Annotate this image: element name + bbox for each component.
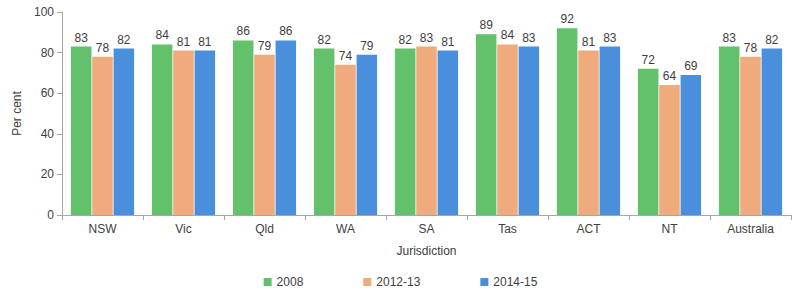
svg-text:82: 82: [765, 33, 779, 47]
svg-text:74: 74: [339, 49, 353, 63]
svg-text:83: 83: [603, 31, 617, 45]
svg-text:86: 86: [236, 24, 250, 38]
svg-text:100: 100: [34, 5, 54, 19]
svg-text:NT: NT: [662, 222, 679, 236]
svg-text:2008: 2008: [277, 275, 304, 289]
svg-text:84: 84: [501, 28, 515, 42]
svg-text:84: 84: [155, 28, 169, 42]
svg-text:Tas: Tas: [498, 222, 517, 236]
svg-text:78: 78: [96, 41, 110, 55]
svg-text:82: 82: [398, 33, 412, 47]
svg-text:83: 83: [420, 31, 434, 45]
svg-text:79: 79: [360, 39, 374, 53]
svg-text:78: 78: [744, 41, 758, 55]
svg-text:86: 86: [279, 24, 293, 38]
svg-text:82: 82: [317, 33, 331, 47]
svg-text:83: 83: [722, 31, 736, 45]
svg-text:69: 69: [684, 59, 698, 73]
svg-text:89: 89: [479, 18, 493, 32]
svg-text:64: 64: [663, 69, 677, 83]
svg-text:81: 81: [582, 35, 596, 49]
svg-text:2012-13: 2012-13: [376, 275, 420, 289]
svg-text:20: 20: [41, 167, 55, 181]
svg-text:81: 81: [441, 35, 455, 49]
svg-text:40: 40: [41, 127, 55, 141]
svg-text:Per cent: Per cent: [10, 90, 24, 135]
svg-text:80: 80: [41, 46, 55, 60]
svg-text:Jurisdiction: Jurisdiction: [396, 244, 456, 258]
svg-text:WA: WA: [336, 222, 355, 236]
svg-text:83: 83: [522, 31, 536, 45]
svg-text:72: 72: [641, 53, 655, 67]
svg-text:60: 60: [41, 86, 55, 100]
svg-text:Vic: Vic: [175, 222, 191, 236]
svg-text:SA: SA: [418, 222, 434, 236]
svg-text:NSW: NSW: [89, 222, 118, 236]
svg-text:0: 0: [47, 208, 54, 222]
svg-text:2014-15: 2014-15: [493, 275, 537, 289]
svg-text:92: 92: [560, 12, 574, 26]
svg-text:81: 81: [198, 35, 212, 49]
svg-text:Australia: Australia: [727, 222, 774, 236]
svg-text:79: 79: [258, 39, 272, 53]
svg-text:82: 82: [117, 33, 131, 47]
svg-text:Qld: Qld: [255, 222, 274, 236]
svg-text:ACT: ACT: [577, 222, 602, 236]
svg-text:81: 81: [177, 35, 191, 49]
svg-text:83: 83: [74, 31, 88, 45]
